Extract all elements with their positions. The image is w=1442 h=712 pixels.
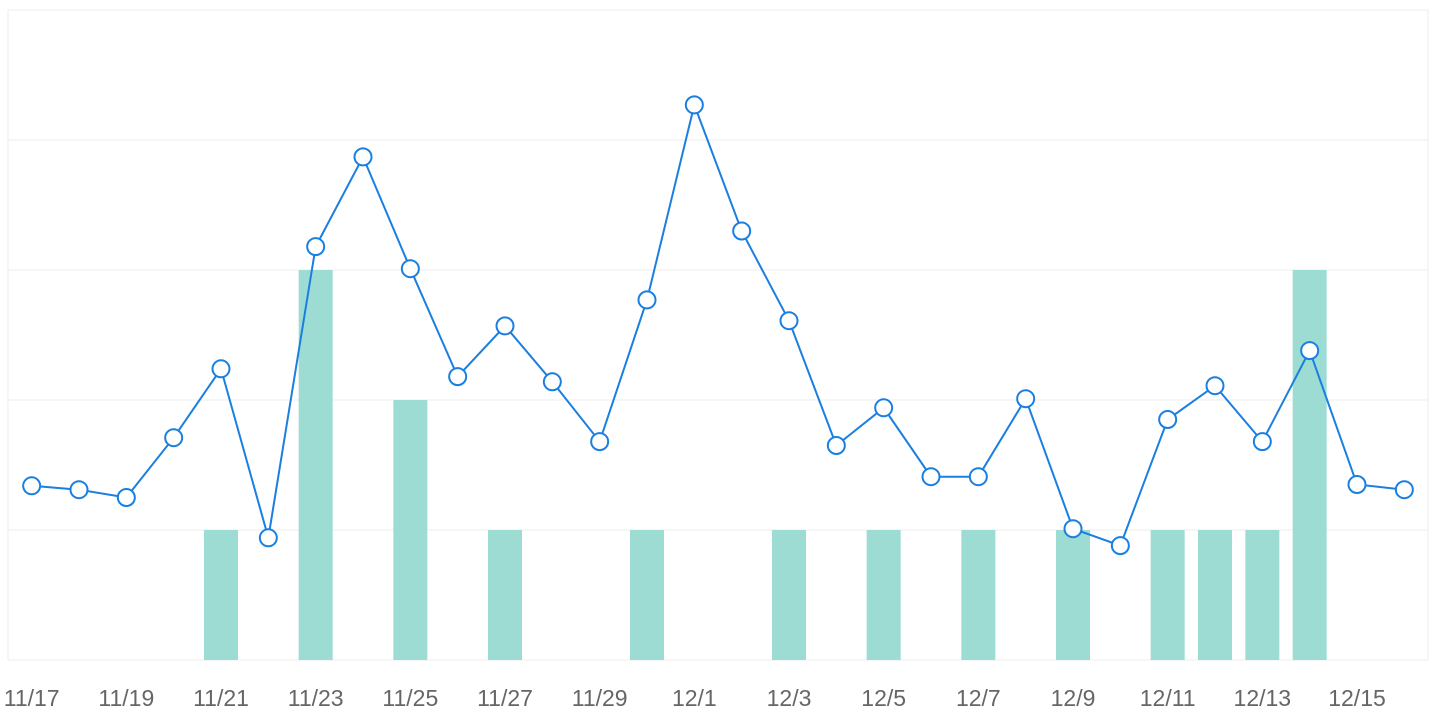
line-point — [448, 367, 468, 387]
x-tick-label: 12/1 — [672, 685, 717, 711]
bar — [866, 530, 901, 660]
x-tick-label: 11/27 — [477, 685, 533, 711]
x-tick-label: 12/13 — [1234, 685, 1292, 711]
x-tick-label: 11/29 — [572, 685, 628, 711]
line-point — [22, 476, 42, 496]
line-point — [211, 359, 231, 379]
x-tick-label: 12/5 — [861, 685, 906, 711]
line-point — [968, 467, 988, 487]
line-point — [684, 95, 704, 115]
x-tick-label: 12/15 — [1328, 685, 1386, 711]
x-tick-label: 12/9 — [1051, 685, 1096, 711]
bar — [772, 530, 806, 660]
line-point — [1394, 480, 1414, 500]
bar — [488, 530, 522, 660]
line-point — [921, 467, 941, 487]
bar — [1150, 530, 1185, 660]
bar — [1056, 530, 1090, 660]
line-point — [306, 237, 326, 257]
line-point — [590, 432, 610, 452]
line-point — [69, 480, 89, 500]
x-tick-label: 11/21 — [193, 685, 249, 711]
bar — [630, 530, 664, 660]
line-point — [1110, 536, 1130, 556]
line-point — [637, 290, 657, 310]
line-point — [542, 372, 562, 392]
line-point — [258, 528, 278, 548]
x-tick-label: 12/3 — [767, 685, 812, 711]
bar — [1245, 530, 1280, 660]
x-tick-label: 11/25 — [382, 685, 438, 711]
bar — [298, 270, 333, 660]
line-point — [116, 488, 136, 507]
line-point — [732, 221, 752, 241]
x-tick-label: 11/17 — [4, 685, 60, 711]
line-point — [1016, 389, 1036, 409]
bar — [1198, 530, 1232, 660]
line — [31, 101, 1405, 547]
line-point — [1347, 475, 1367, 494]
line-point — [826, 436, 846, 455]
line-point — [353, 147, 373, 167]
x-tick-label: 11/19 — [98, 685, 154, 711]
line-point — [400, 259, 420, 279]
bar — [204, 530, 238, 660]
bar — [961, 530, 996, 660]
line-point — [874, 398, 894, 418]
line-point — [1300, 341, 1320, 361]
x-tick-label: 11/23 — [288, 685, 344, 711]
x-tick-label: 12/11 — [1140, 685, 1196, 711]
line-point — [1158, 410, 1178, 429]
line-point — [1252, 432, 1272, 452]
line-point — [164, 428, 184, 448]
bar — [1292, 270, 1327, 660]
line-point — [779, 311, 799, 331]
x-tick-label: 12/7 — [956, 685, 1001, 711]
line-point — [1205, 376, 1225, 396]
bar — [393, 400, 428, 660]
line-point — [495, 316, 515, 336]
line-point — [1063, 519, 1083, 539]
